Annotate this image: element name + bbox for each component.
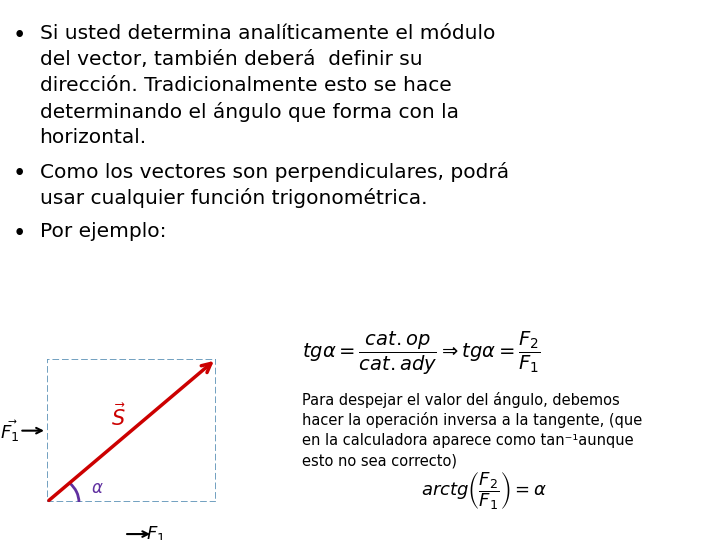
Text: del vector, también deberá  definir su: del vector, también deberá definir su	[40, 50, 422, 69]
Text: $\alpha$: $\alpha$	[91, 479, 104, 497]
Text: horizontal.: horizontal.	[40, 128, 147, 147]
Text: determinando el ángulo que forma con la: determinando el ángulo que forma con la	[40, 102, 459, 122]
Text: •: •	[13, 222, 27, 245]
Text: Para despejar el valor del ángulo, debemos: Para despejar el valor del ángulo, debem…	[302, 392, 620, 408]
Text: Como los vectores son perpendiculares, podrá: Como los vectores son perpendiculares, p…	[40, 162, 509, 182]
Text: $tg\alpha = \dfrac{cat.op}{cat.ady} \Rightarrow tg\alpha = \dfrac{F_2}{F_1}$: $tg\alpha = \dfrac{cat.op}{cat.ady} \Rig…	[302, 330, 541, 377]
Text: $\vec{S}$: $\vec{S}$	[111, 403, 125, 430]
Text: Por ejemplo:: Por ejemplo:	[40, 222, 166, 241]
Text: •: •	[13, 162, 27, 185]
Text: Si usted determina analíticamente el módulo: Si usted determina analíticamente el mód…	[40, 24, 495, 43]
Text: $arctg\left(\dfrac{F_2}{F_1}\right) = \alpha$: $arctg\left(\dfrac{F_2}{F_1}\right) = \a…	[421, 470, 547, 512]
Text: en la calculadora aparece como tan⁻¹aunque: en la calculadora aparece como tan⁻¹aunq…	[302, 433, 634, 448]
Text: $F_1$: $F_1$	[145, 523, 165, 540]
Text: hacer la operación inversa a la tangente, (que: hacer la operación inversa a la tangente…	[302, 412, 643, 428]
Text: usar cualquier función trigonométrica.: usar cualquier función trigonométrica.	[40, 188, 427, 208]
Text: dirección. Tradicionalmente esto se hace: dirección. Tradicionalmente esto se hace	[40, 76, 451, 95]
Text: •: •	[13, 24, 27, 48]
Text: esto no sea correcto): esto no sea correcto)	[302, 453, 457, 468]
Text: $\vec{F_1}$: $\vec{F_1}$	[0, 418, 19, 443]
